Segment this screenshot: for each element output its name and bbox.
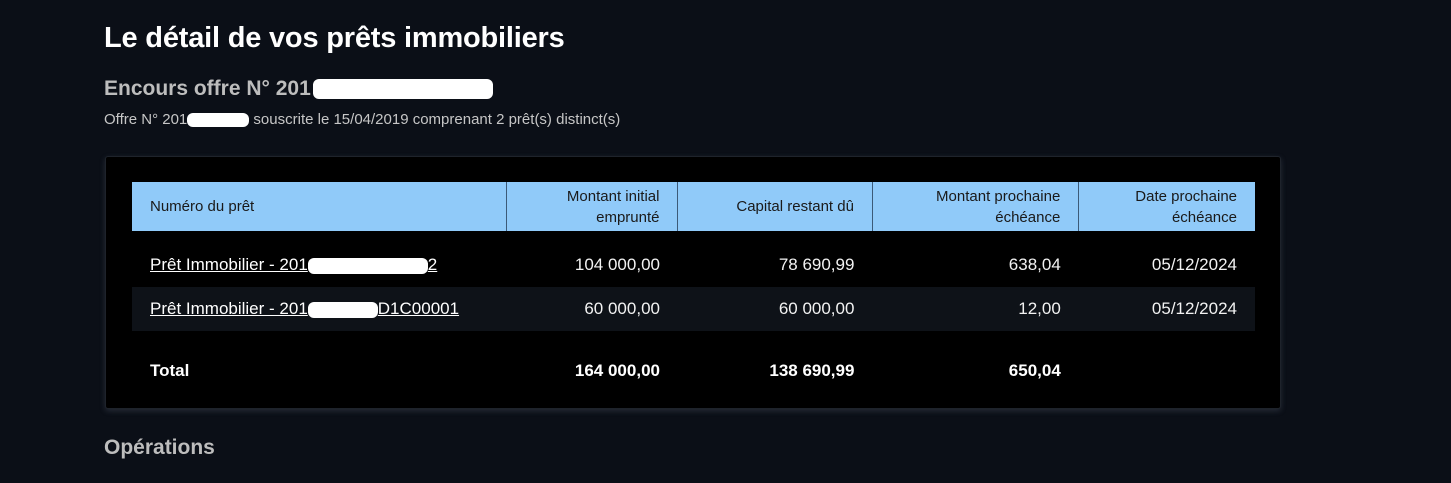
loan-link-prefix: Prêt Immobilier - 201 [150, 299, 308, 318]
offer-subtitle-prefix: Offre N° 201 [104, 111, 188, 128]
next-date-cell: 05/12/2024 [1151, 255, 1237, 274]
initial-amount-cell: 104 000,00 [574, 255, 660, 274]
col-remaining-capital: Capital restant dû [677, 182, 873, 231]
redaction-mark [187, 113, 250, 128]
offer-subtitle: Offre N° 201 souscrite le 15/04/2019 com… [104, 111, 620, 128]
initial-amount-cell: 60 000,00 [506, 287, 678, 331]
col-next-amount: Montant prochaine échéance [872, 182, 1080, 231]
col-loan-number: Numéro du prêt [132, 182, 507, 231]
offer-subtitle-suffix: souscrite le 15/04/2019 comprenant 2 prê… [249, 111, 621, 128]
loans-table: Numéro du prêt Montant initial emprunté … [132, 182, 1255, 397]
total-row: Total 164 000,00 138 690,99 650,04 [132, 331, 1255, 397]
total-next-amount: 650,04 [1008, 361, 1061, 380]
loan-link[interactable]: Prêt Immobilier - 201 2 [150, 255, 437, 274]
next-amount-cell: 12,00 [872, 287, 1079, 331]
loan-link[interactable]: Prêt Immobilier - 201 D1C00001 [150, 299, 459, 318]
table-row: Prêt Immobilier - 201 2 104 000,00 78 690… [132, 243, 1255, 287]
offer-heading: Encours offre N° 201 [104, 77, 493, 101]
next-date-cell: 05/12/2024 [1078, 287, 1255, 331]
remaining-capital-cell: 78 690,99 [778, 255, 855, 274]
loan-cell: Prêt Immobilier - 201 2 [132, 243, 506, 287]
offer-heading-text: Encours offre N° 201 [104, 77, 311, 100]
redaction-mark [307, 301, 378, 318]
loans-card: Numéro du prêt Montant initial emprunté … [105, 156, 1281, 409]
loan-link-suffix: 2 [427, 255, 438, 274]
total-initial-amount: 164 000,00 [574, 361, 660, 380]
page-title: Le détail de vos prêts immobiliers [104, 22, 565, 54]
loan-link-suffix: D1C00001 [377, 299, 460, 318]
col-initial-amount: Montant initial emprunté [506, 182, 679, 231]
remaining-capital-cell: 60 000,00 [677, 287, 873, 331]
spacer-row [132, 231, 1255, 243]
loan-cell: Prêt Immobilier - 201 D1C00001 [132, 287, 507, 331]
total-label: Total [150, 361, 190, 380]
total-remaining-capital: 138 690,99 [769, 361, 855, 380]
redaction-mark [307, 257, 428, 274]
table-header-row: Numéro du prêt Montant initial emprunté … [132, 182, 1255, 231]
loan-link-prefix: Prêt Immobilier - 201 [150, 255, 308, 274]
col-next-date: Date prochaine échéance [1078, 182, 1255, 231]
total-next-date [1079, 331, 1255, 397]
table-row: Prêt Immobilier - 201 D1C00001 60 000,00 … [132, 287, 1255, 331]
operations-title: Opérations [104, 436, 215, 459]
redaction-mark [312, 79, 493, 100]
next-amount-cell: 638,04 [1008, 255, 1061, 274]
